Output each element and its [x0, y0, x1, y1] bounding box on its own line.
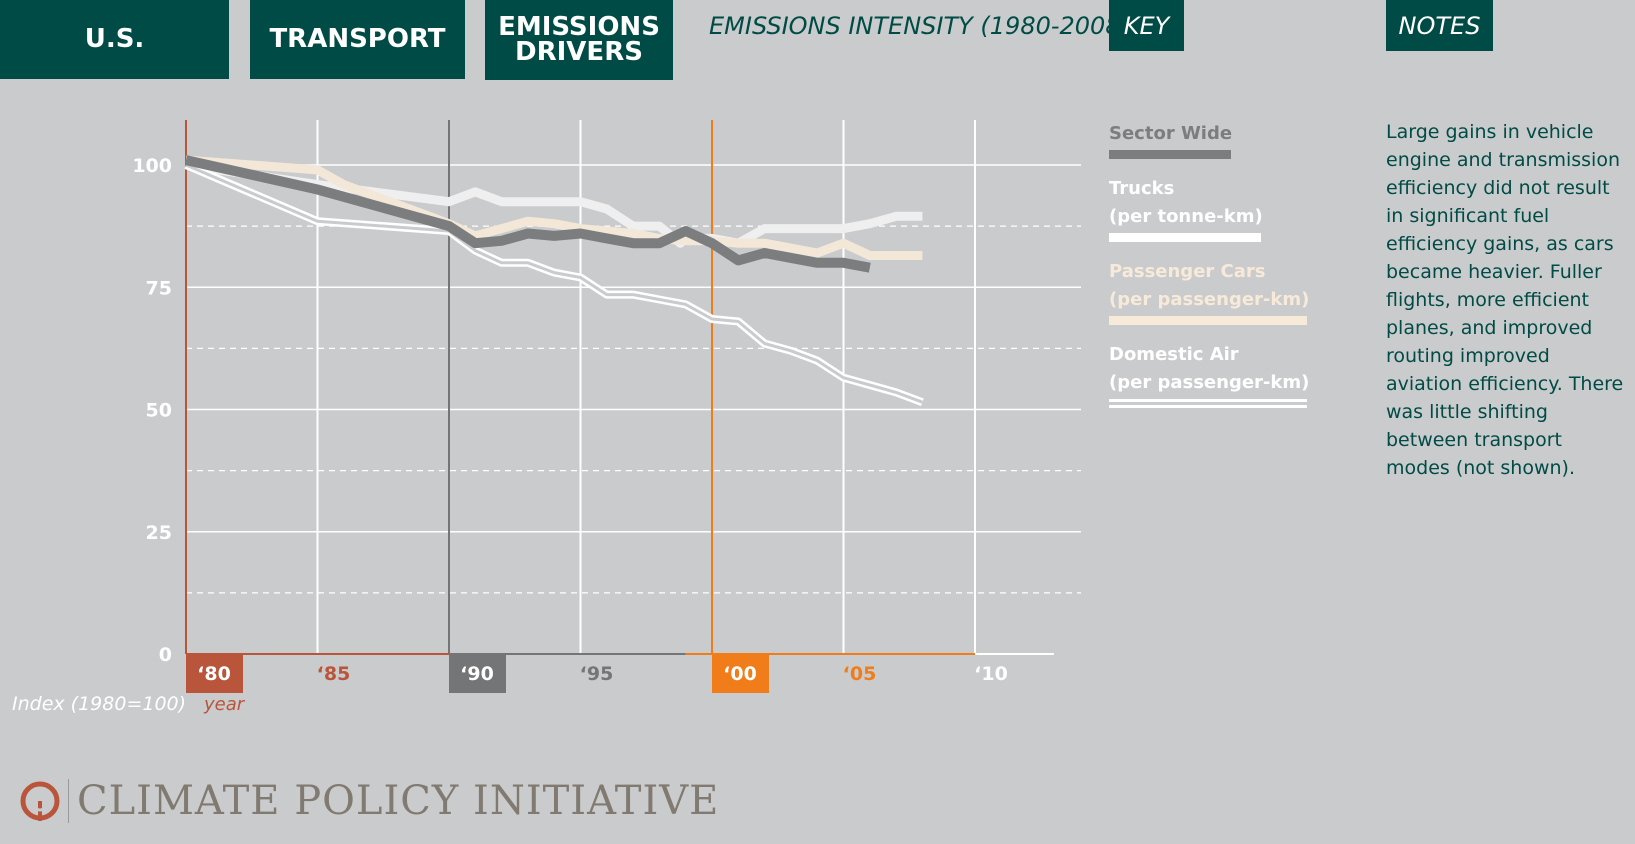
line-chart: 0 25 50 75 100 ‘80 ‘85 ‘90 ‘95 ‘00 ‘05 ‘10 Index (19…	[12, 120, 1081, 715]
key-item-domestic-air: Domestic Air (per passenger-km)	[1109, 341, 1339, 408]
y-tick-label-50: 50	[146, 400, 172, 422]
x-tick-label-2010: ‘10	[974, 663, 1008, 685]
tab-transport-label: TRANSPORT	[269, 24, 446, 54]
chart-title: EMISSIONS INTENSITY (1980-2008)	[709, 12, 1130, 40]
cpi-logo-icon	[20, 781, 60, 821]
y-axis-label: Index (1980=100)	[12, 693, 186, 715]
logo-divider	[68, 779, 69, 823]
x-tick-box-2000	[712, 654, 769, 693]
key-label-passenger-cars: Passenger Cars (per passenger-km)	[1109, 261, 1310, 310]
y-tick-label-25: 25	[146, 522, 172, 544]
logo-text: CLIMATE POLICY INITIATIVE	[77, 778, 720, 824]
key-item-sector-wide: Sector Wide	[1109, 120, 1339, 159]
key-label-domestic-air: Domestic Air (per passenger-km)	[1109, 344, 1310, 393]
key-item-passenger-cars: Passenger Cars (per passenger-km)	[1109, 258, 1339, 325]
key-label-trucks: Trucks (per tonne-km)	[1109, 178, 1263, 227]
tab-us[interactable]: U.S.	[0, 0, 229, 79]
series-line-2-gap	[185, 163, 923, 404]
key-tab-label: KEY	[1123, 11, 1170, 40]
key-swatch-trucks	[1109, 233, 1261, 242]
tab-us-label: U.S.	[84, 24, 145, 54]
notes-tab-label: NOTES	[1398, 11, 1481, 40]
y-tick-label-0: 0	[159, 644, 172, 666]
chart-key: Sector Wide Trucks (per tonne-km) Passen…	[1109, 120, 1339, 424]
tab-emissions-drivers-label: EMISSIONS DRIVERS	[498, 12, 660, 67]
key-swatch-domestic-air	[1109, 399, 1307, 408]
tab-transport[interactable]: TRANSPORT	[250, 0, 465, 79]
x-tick-label-1995: ‘95	[580, 663, 614, 685]
tab-emissions-drivers[interactable]: EMISSIONS DRIVERS	[485, 0, 673, 80]
x-tick-label-1985: ‘85	[317, 663, 351, 685]
x-tick-label-1990: ‘90	[460, 663, 494, 685]
key-tab[interactable]: KEY	[1109, 0, 1184, 51]
notes-tab[interactable]: NOTES	[1386, 0, 1493, 51]
key-label-sector-wide: Sector Wide	[1109, 123, 1233, 144]
y-tick-label-75: 75	[146, 277, 172, 299]
key-swatch-passenger-cars	[1109, 316, 1307, 325]
x-tick-box-1990	[449, 654, 506, 693]
key-item-trucks: Trucks (per tonne-km)	[1109, 175, 1339, 242]
notes-text: Large gains in vehicle engine and transm…	[1386, 121, 1624, 479]
x-tick-label-2000: ‘00	[723, 663, 757, 685]
x-tick-label-2005: ‘05	[843, 663, 877, 685]
x-tick-label-1980: ‘80	[197, 663, 231, 685]
x-tick-box-1980	[186, 654, 243, 693]
key-swatch-sector-wide	[1109, 150, 1231, 159]
footer-logo: CLIMATE POLICY INITIATIVE	[18, 778, 719, 824]
x-axis-label: year	[203, 694, 246, 715]
series-line-1	[185, 155, 923, 260]
y-tick-label-100: 100	[132, 155, 172, 177]
series-line-3	[184, 155, 871, 273]
